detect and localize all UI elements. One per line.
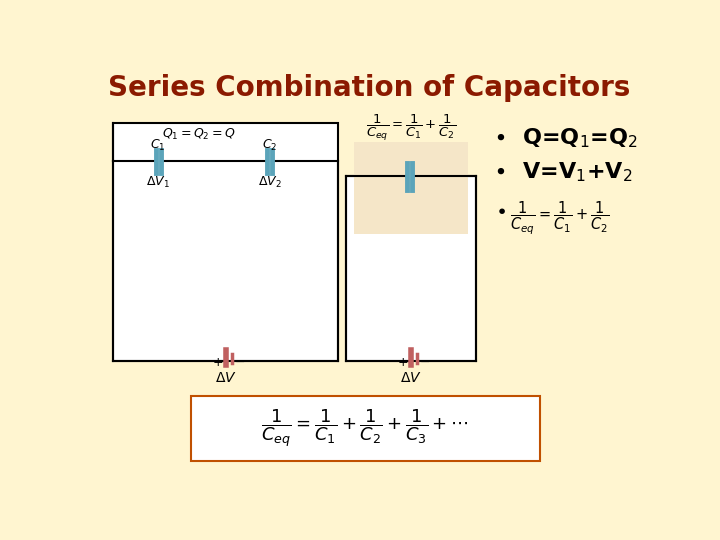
Text: $\bullet$: $\bullet$ bbox=[495, 200, 505, 219]
Text: $\dfrac{1}{C_{eq}} = \dfrac{1}{C_1} + \dfrac{1}{C_2}$: $\dfrac{1}{C_{eq}} = \dfrac{1}{C_1} + \d… bbox=[366, 113, 456, 143]
Text: $\dfrac{1}{C_{eq}} = \dfrac{1}{C_1} + \dfrac{1}{C_2} + \dfrac{1}{C_3} + \cdots$: $\dfrac{1}{C_{eq}} = \dfrac{1}{C_1} + \d… bbox=[261, 407, 469, 449]
Text: $\bullet$  V=V$_1$+V$_2$: $\bullet$ V=V$_1$+V$_2$ bbox=[493, 161, 633, 184]
Text: $C_1$: $C_1$ bbox=[150, 138, 166, 153]
Bar bbox=[113, 123, 338, 361]
Text: $\Delta V$: $\Delta V$ bbox=[400, 371, 422, 385]
Text: +: + bbox=[397, 356, 408, 369]
Text: −: − bbox=[234, 356, 245, 369]
Text: +: + bbox=[212, 356, 223, 369]
Text: $\Delta V_1$: $\Delta V_1$ bbox=[146, 175, 170, 190]
Text: $\Delta V$: $\Delta V$ bbox=[215, 371, 236, 385]
Bar bbox=[346, 177, 476, 361]
Text: $C_2$: $C_2$ bbox=[262, 138, 277, 153]
Text: $Q_1 = Q_2 = Q$: $Q_1 = Q_2 = Q$ bbox=[162, 126, 235, 141]
Text: $\Delta V_2$: $\Delta V_2$ bbox=[258, 175, 282, 190]
Bar bbox=[191, 396, 539, 461]
Text: Series Combination of Capacitors: Series Combination of Capacitors bbox=[108, 74, 630, 102]
Bar bbox=[354, 142, 468, 234]
Text: −: − bbox=[420, 356, 430, 369]
Text: $\dfrac{1}{C_{eq}} = \dfrac{1}{C_1} + \dfrac{1}{C_2}$: $\dfrac{1}{C_{eq}} = \dfrac{1}{C_1} + \d… bbox=[510, 200, 609, 238]
Text: $\bullet$  Q=Q$_1$=Q$_2$: $\bullet$ Q=Q$_1$=Q$_2$ bbox=[493, 126, 638, 150]
